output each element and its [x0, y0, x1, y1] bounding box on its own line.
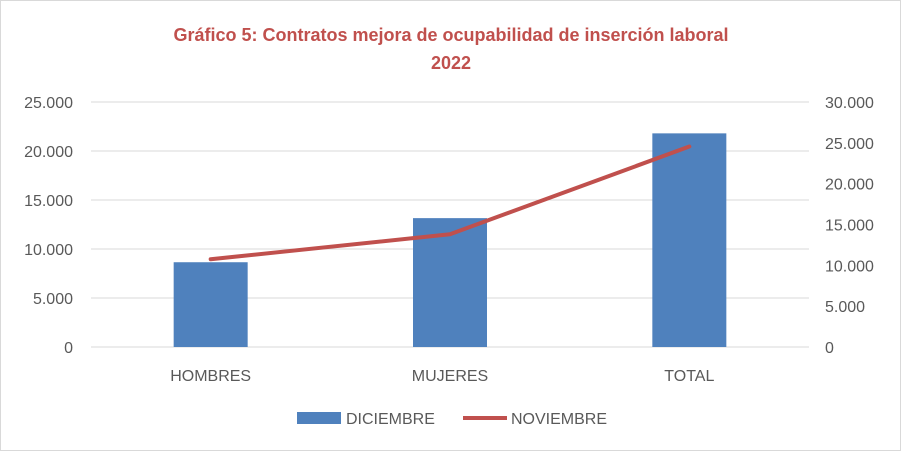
chart-title-year: 2022	[431, 53, 471, 73]
chart-title: Gráfico 5: Contratos mejora de ocupabili…	[173, 25, 728, 45]
legend-swatch-bar	[297, 412, 341, 424]
y-right-tick-label: 15.000	[825, 218, 874, 235]
y-left-tick-label: 5.000	[33, 291, 73, 308]
legend-label: DICIEMBRE	[346, 411, 435, 428]
y-right-tick-label: 0	[825, 340, 834, 357]
bar-diciembre	[173, 262, 248, 347]
y-left-tick-label: 15.000	[24, 193, 73, 210]
legend-label: NOVIEMBRE	[511, 411, 607, 428]
bar-diciembre	[652, 133, 727, 347]
bar-diciembre	[413, 218, 487, 347]
y-right-tick-label: 20.000	[825, 177, 874, 194]
y-left-tick-label: 25.000	[24, 95, 73, 112]
y-right-tick-label: 30.000	[825, 95, 874, 112]
y-right-tick-label: 25.000	[825, 136, 874, 153]
line-noviembre	[208, 144, 692, 262]
y-left-tick-label: 10.000	[24, 242, 73, 259]
y-left-tick-label: 0	[64, 340, 73, 357]
x-tick-label: TOTAL	[664, 368, 714, 385]
y-right-tick-label: 10.000	[825, 258, 874, 275]
y-right-tick-label: 5.000	[825, 299, 865, 316]
x-tick-label: HOMBRES	[170, 368, 251, 385]
x-tick-label: MUJERES	[412, 368, 488, 385]
y-left-tick-label: 20.000	[24, 144, 73, 161]
